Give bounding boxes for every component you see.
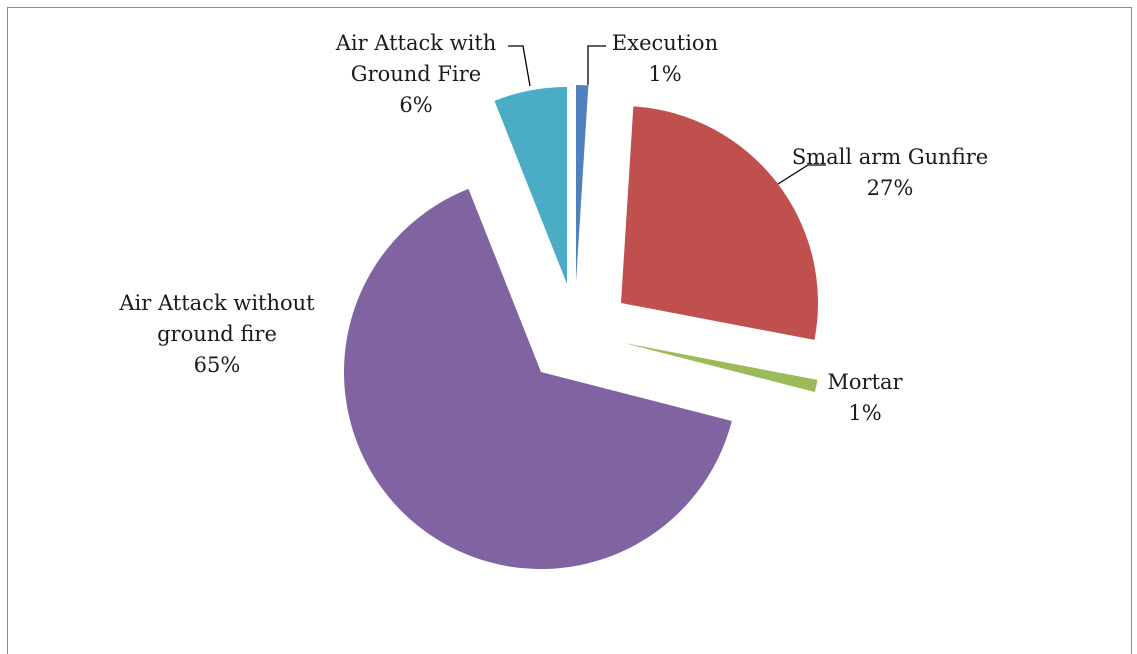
pie-slice-mortar (624, 343, 818, 392)
slice-name-label: Mortar (827, 370, 903, 394)
leader-line (508, 45, 531, 87)
pie-slice-air-attack-with-ground-fire (494, 87, 567, 284)
slices-layer (343, 85, 818, 569)
leader-line (587, 45, 606, 85)
leader-lines (508, 45, 826, 185)
pie-slice-air-attack-without-ground-fire (343, 188, 732, 569)
slice-percent-label: 6% (399, 93, 432, 117)
slice-name-label: Small arm Gunfire (792, 145, 988, 169)
slice-percent-label: 65% (194, 353, 241, 377)
slice-name-label: Air Attack with (335, 31, 497, 55)
slice-label: Air Attack with Ground Fire 6% (335, 31, 497, 117)
slice-label: Air Attack without ground fire 65% (118, 291, 315, 377)
chart-border (7, 7, 1132, 654)
slice-label: Execution 1% (612, 31, 718, 86)
slice-percent-label: 1% (648, 62, 681, 86)
leader-line (777, 164, 826, 185)
slice-label: Mortar 1% (827, 370, 903, 425)
slice-percent-label: 27% (867, 176, 914, 200)
pie-slice-execution (576, 85, 589, 282)
slice-name-label: ground fire (157, 322, 277, 346)
labels-layer: Execution 1% Small arm Gunfire 27% Mortar 1% A… (118, 31, 988, 425)
slice-name-label: Execution (612, 31, 718, 55)
slice-percent-label: 1% (848, 401, 881, 425)
slice-label: Small arm Gunfire 27% (792, 145, 988, 200)
slice-name-label: Air Attack without (118, 291, 315, 315)
slice-name-label: Ground Fire (351, 62, 481, 86)
pie-slice-small-arm-gunfire (621, 106, 818, 340)
